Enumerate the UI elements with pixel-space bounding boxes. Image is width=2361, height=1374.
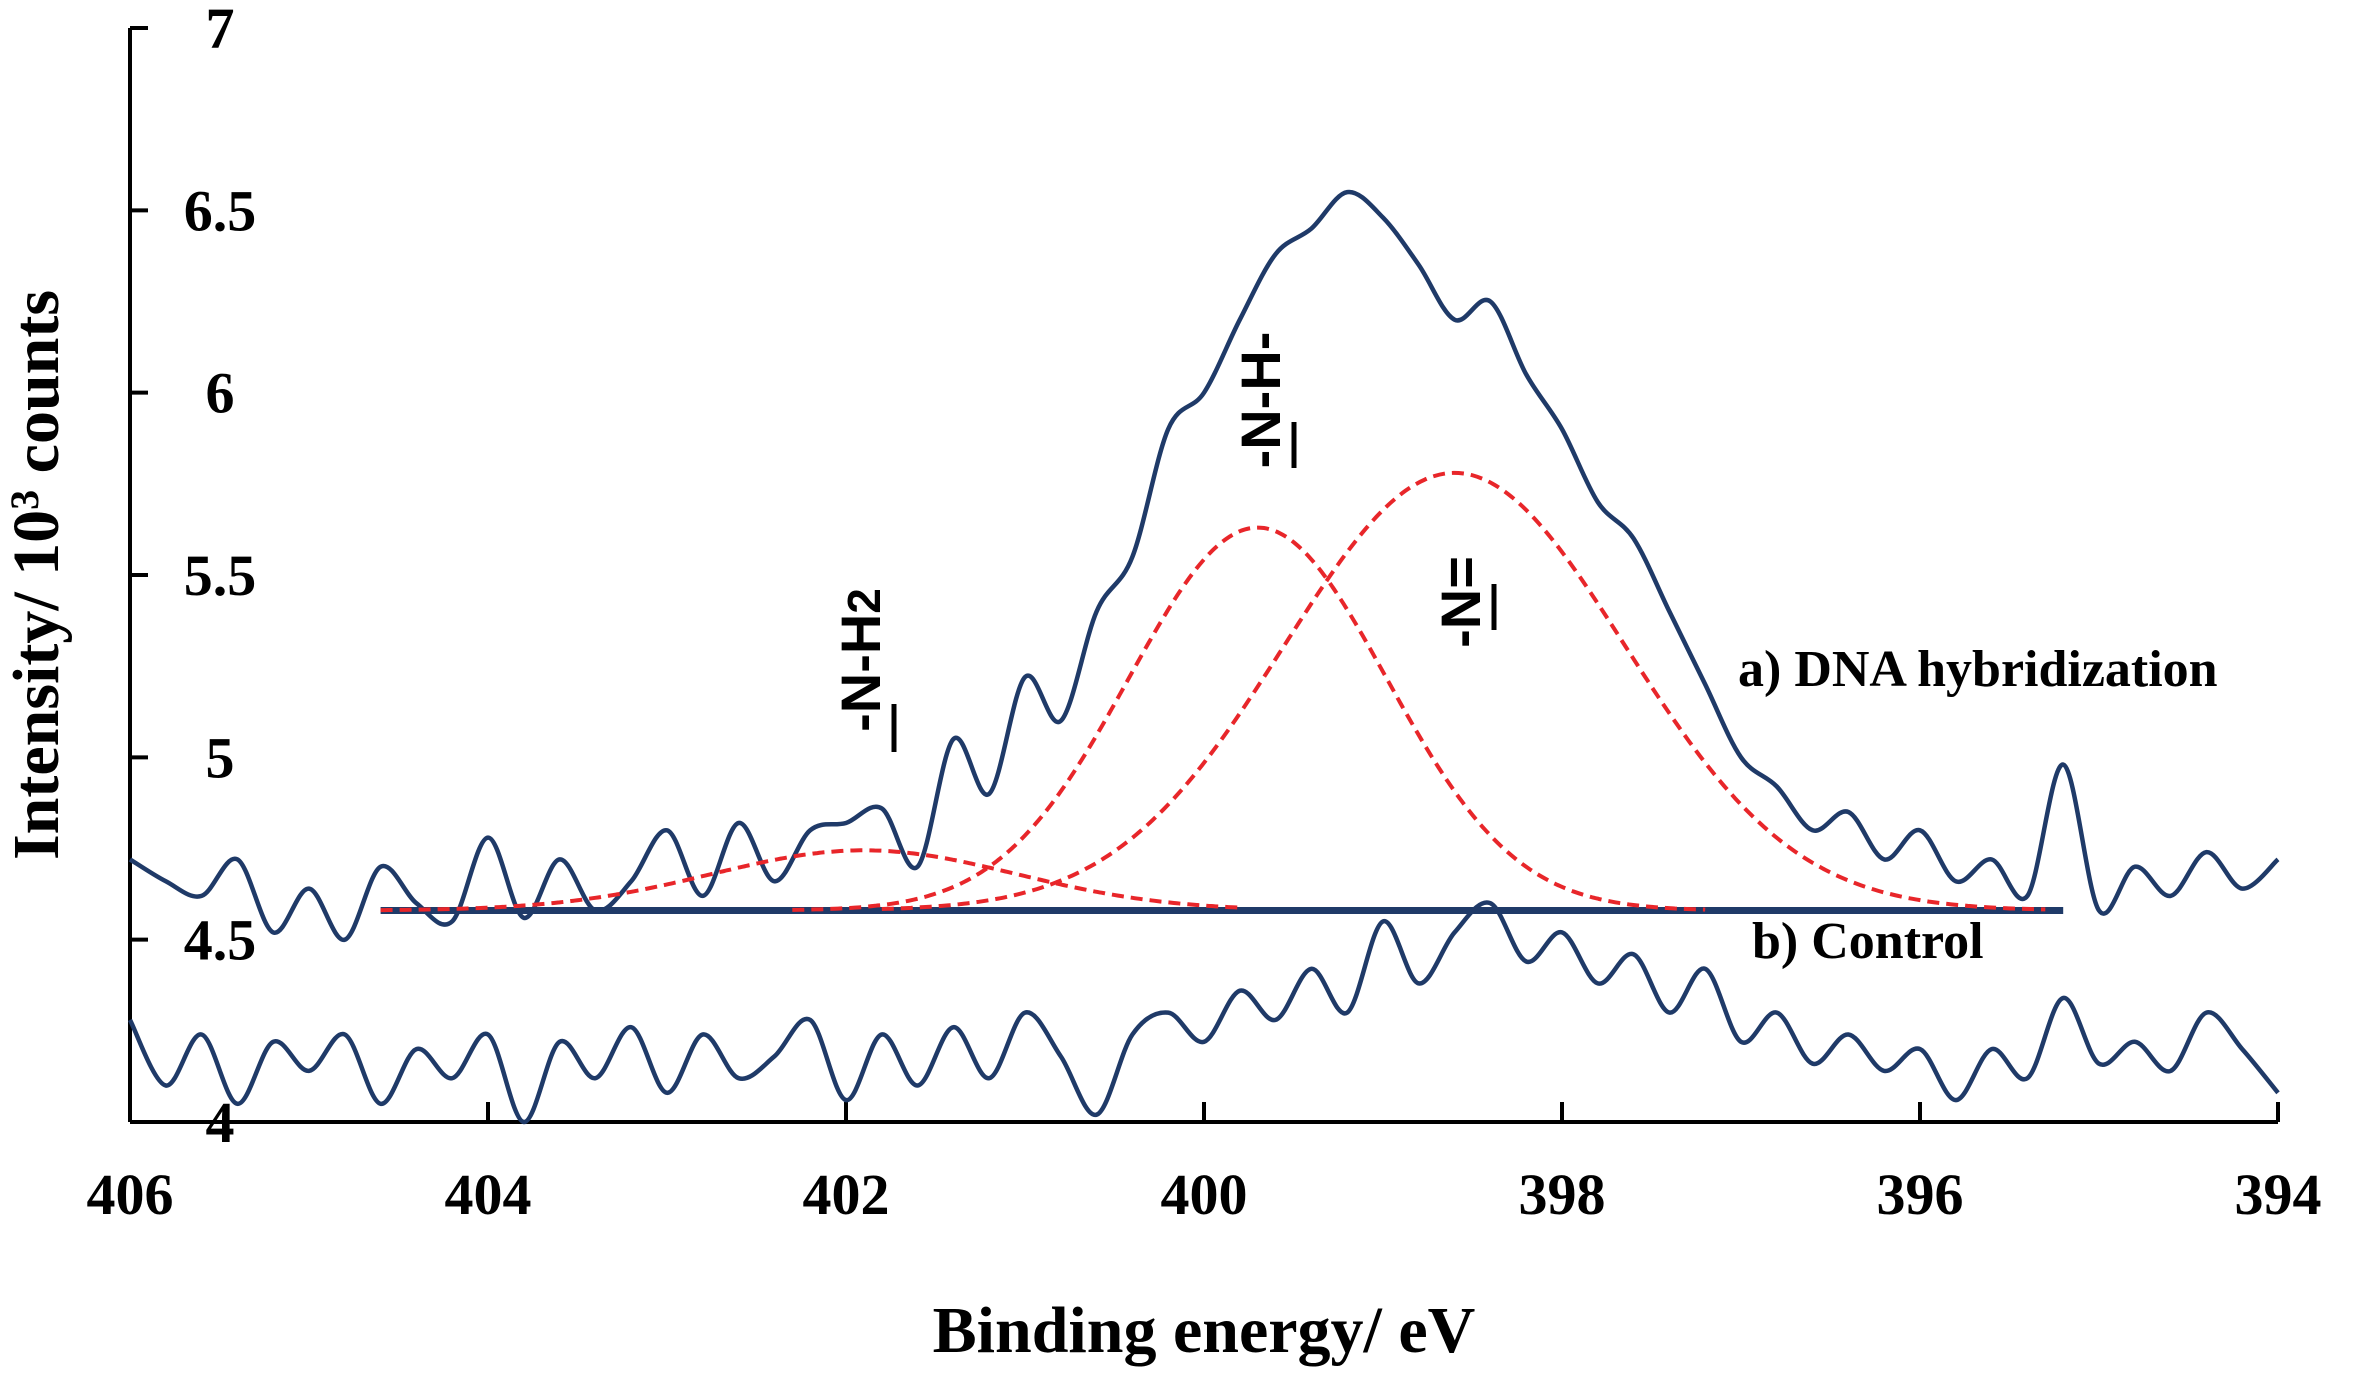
legend-dna-hybridization: a) DNA hybridization [1738,641,2218,698]
x-axis-ticks: 406 404 402 400 398 396 394 [87,1102,2322,1227]
y-axis-ticks: 4 4.5 5 5.5 6 6.5 7 [130,0,256,1155]
x-tick-label: 394 [2235,1162,2322,1227]
peak-label-n-double: -N= [1429,556,1497,648]
x-tick-label: 400 [1161,1162,1248,1227]
y-axis-title-end: counts [0,290,73,490]
series-layer [127,189,2280,1125]
peak-label-nh-text: -N-H- [1229,332,1292,469]
x-axis-title: Binding energy/ eV [933,1294,1476,1367]
y-tick-label: 7 [206,0,235,61]
series-line-0 [128,189,2280,942]
series-line-3 [792,525,1706,912]
x-tick-label: 404 [445,1162,532,1227]
plot-area: 4 4.5 5 5.5 6 6.5 7 406 404 402 400 398 396 394 [87,0,2322,1227]
x-tick-label: 406 [87,1162,174,1227]
y-tick-label: 4.5 [184,908,257,973]
y-tick-label: 5 [206,725,235,790]
svg-text:-N-H2: -N-H2 [829,588,892,732]
series-line-2 [380,848,1240,913]
peak-label-nh2: -N-H2 [829,588,897,752]
y-tick-label: 5.5 [184,543,257,608]
peak-label-nh: -N-H- [1229,332,1297,469]
y-axis-title-main: Intensity/ 10 [0,510,73,860]
peak-label-n-double-text: -N= [1429,556,1492,648]
peak-label-nh2-main: -N-H [829,614,892,732]
x-tick-label: 398 [1519,1162,1606,1227]
y-axis-title: Intensity/ 103 counts [0,290,73,860]
x-tick-label: 402 [803,1162,890,1227]
x-tick-label: 396 [1877,1162,1964,1227]
y-tick-label: 6.5 [184,178,257,243]
peak-label-nh2-sub: 2 [838,588,890,614]
legend-control: b) Control [1752,913,1984,970]
y-tick-label: 6 [206,361,235,426]
y-tick-label: 4 [206,1090,235,1155]
series-line-4 [881,470,2046,912]
series-line-1 [127,900,2280,1125]
y-axis-title-sup: 3 [2,490,47,510]
